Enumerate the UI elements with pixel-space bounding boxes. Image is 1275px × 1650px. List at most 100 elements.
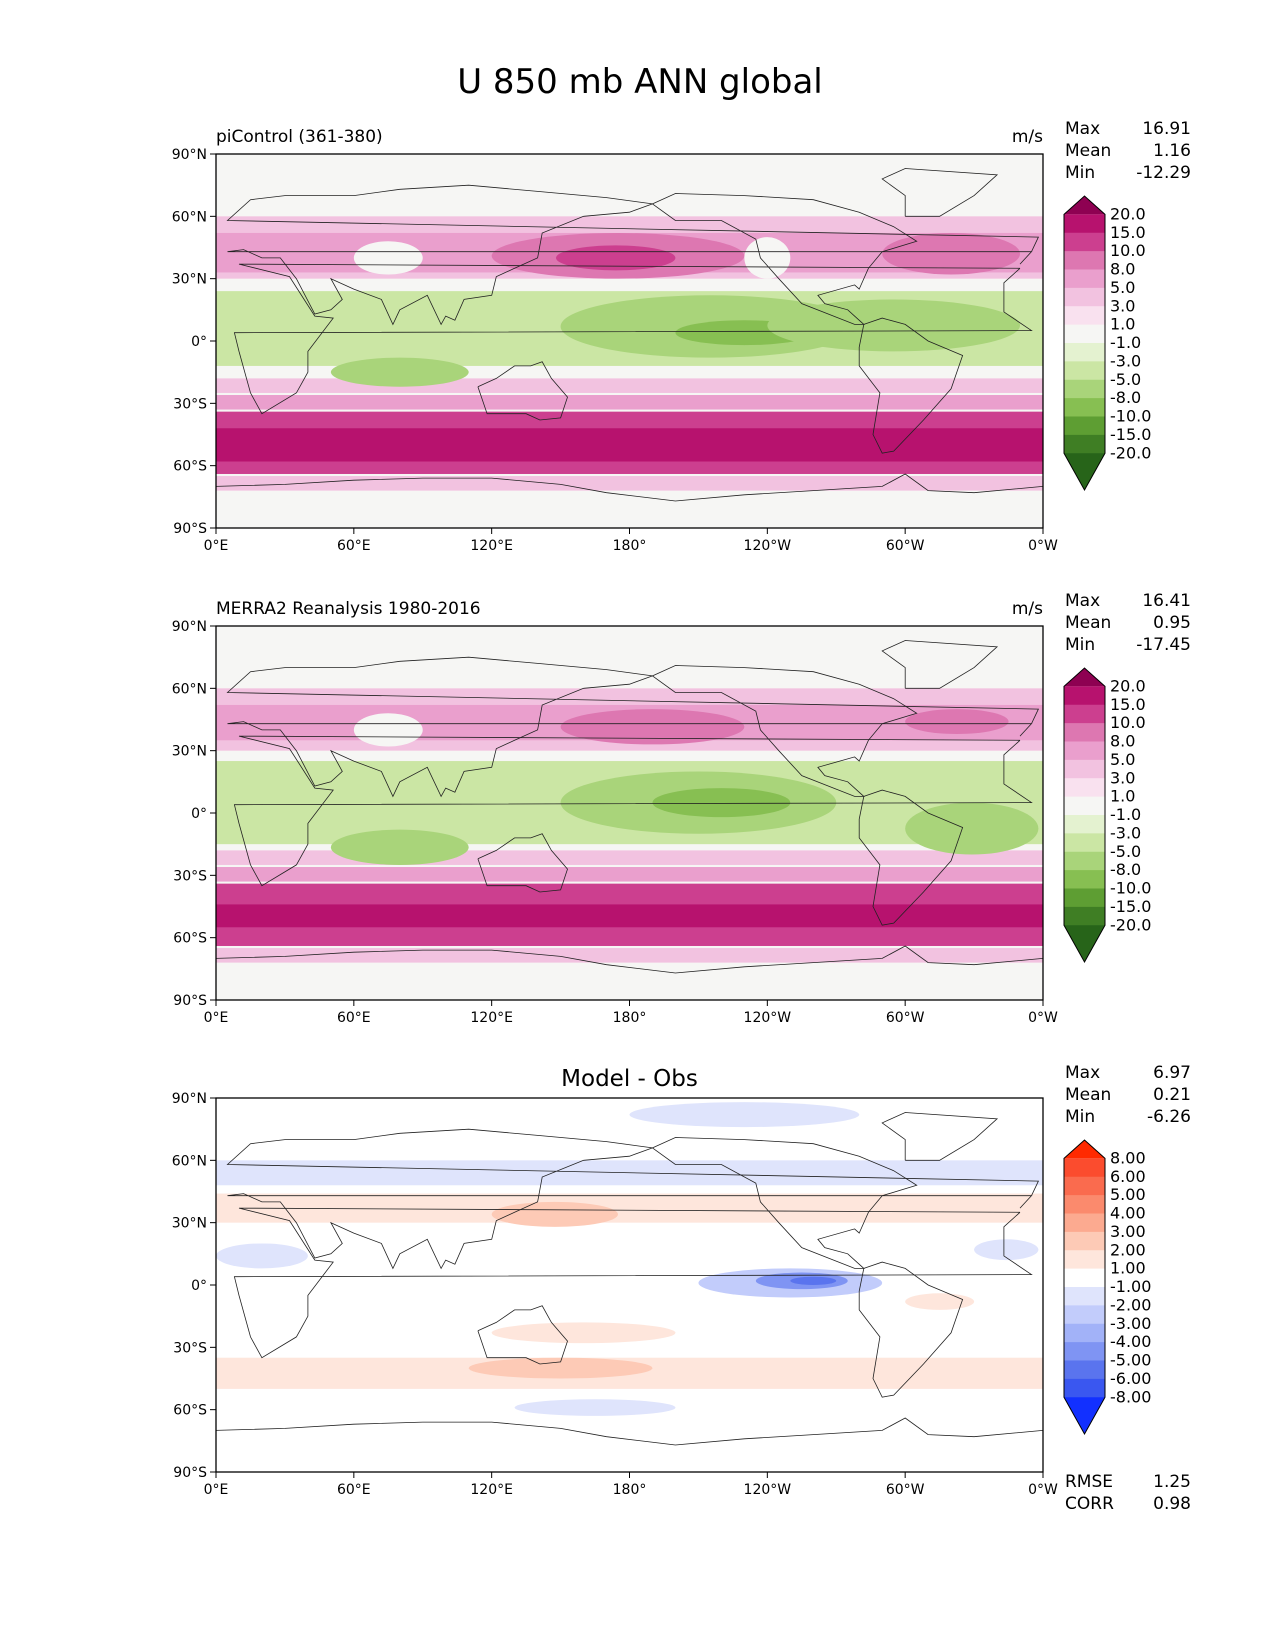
field-blob: [629, 1102, 860, 1128]
colorbar-swatch: [1064, 1305, 1105, 1325]
colorbar-swatch: [1064, 759, 1105, 779]
map-field: [216, 154, 1043, 528]
colorbar-level-label: -6.00: [1110, 1369, 1151, 1388]
stat-label: Mean: [1065, 141, 1111, 161]
coastline: [477, 833, 568, 893]
colorbar-outline: [1063, 195, 1106, 492]
colorbar-swatch: [1064, 287, 1105, 307]
coastline: [881, 1112, 999, 1161]
colorbar-level-label: -8.0: [1110, 860, 1141, 879]
colorbar-swatch: [1064, 251, 1105, 270]
colorbar-level-label: -10.0: [1110, 407, 1151, 426]
map-field: [216, 626, 1043, 1000]
stat-value: -12.29: [1136, 163, 1191, 183]
panel-units: m/s: [1012, 599, 1043, 619]
field-blob: [514, 1399, 676, 1416]
lon-tick-label: 0°E: [204, 538, 229, 554]
colorbar-swatch: [1064, 379, 1105, 399]
colorbar-level-label: -20.0: [1110, 443, 1151, 462]
lon-tick-label: 120°W: [744, 1010, 792, 1026]
stat-label: Max: [1065, 119, 1100, 139]
lat-tick-label: 0°: [191, 1278, 207, 1294]
colorbar-level-label: -3.0: [1110, 823, 1141, 842]
panel-model: piControl (361-380) m/s 90°N 60°N 30°N 0° 30°S…: [172, 119, 1191, 554]
colorbar-swatch: [1064, 815, 1105, 834]
lat-tick-label: 90°N: [172, 619, 207, 635]
colorbar: 8.006.005.004.003.002.001.00-1.00-2.00-3…: [1063, 1139, 1151, 1436]
colorbar-swatch: [1064, 232, 1105, 252]
field-blob: [905, 709, 1009, 735]
colorbar-swatch: [1064, 1342, 1105, 1361]
colorbar-level-label: -1.00: [1110, 1277, 1151, 1296]
panel-diff: Model - Obs 90°N 60°N 30°N 0° 30°S 60°S 90°S0°E…: [172, 1063, 1191, 1514]
lon-tick-label: 120°W: [744, 1482, 792, 1498]
colorbar-extend-bottom: [1064, 925, 1105, 962]
colorbar-level-label: 20.0: [1110, 204, 1146, 223]
coastline: [858, 789, 964, 926]
colorbar: 20.015.010.08.05.03.01.0-1.0-3.0-5.0-8.0…: [1063, 195, 1151, 492]
lat-tick-label: 30°S: [173, 396, 207, 412]
colorbar-level-label: -1.0: [1110, 333, 1141, 352]
field-blob: [353, 241, 423, 275]
colorbar-level-label: 5.00: [1110, 1185, 1146, 1204]
field-blob: [790, 1276, 837, 1286]
colorbar-level-label: 10.0: [1110, 241, 1146, 260]
stat-label: Min: [1065, 1107, 1095, 1127]
field-band: [216, 867, 1043, 882]
lat-tick-label: 30°S: [173, 868, 207, 884]
colorbar-level-label: 8.00: [1110, 1148, 1146, 1167]
field-band: [216, 904, 1043, 928]
colorbar-level-label: 20.0: [1110, 676, 1146, 695]
colorbar-level-label: 6.00: [1110, 1167, 1146, 1186]
map-field: [216, 1098, 1043, 1472]
coastline: [858, 317, 964, 454]
lon-tick-label: 60°E: [337, 1010, 371, 1026]
stat-value: -17.45: [1136, 635, 1191, 655]
colorbar-level-label: -8.0: [1110, 388, 1141, 407]
coastline: [226, 656, 1040, 798]
colorbar-swatch: [1064, 796, 1105, 816]
panel-obs: MERRA2 Reanalysis 1980-2016 m/s 90°N 60°N 30…: [172, 591, 1191, 1026]
colorbar-swatch: [1064, 778, 1105, 798]
stat-label: Mean: [1065, 613, 1111, 633]
colorbar-level-label: 1.00: [1110, 1259, 1146, 1278]
extra-stat-label: CORR: [1065, 1494, 1114, 1514]
panel-label: MERRA2 Reanalysis 1980-2016: [216, 599, 481, 619]
coastline: [226, 184, 1040, 326]
colorbar-level-label: -20.0: [1110, 915, 1151, 934]
stat-value: 16.91: [1142, 119, 1191, 139]
coastline: [858, 1261, 964, 1398]
colorbar-swatch: [1064, 1268, 1105, 1288]
colorbar-swatch: [1064, 1287, 1105, 1306]
colorbar-swatch: [1064, 434, 1105, 454]
field-band: [216, 476, 1043, 491]
colorbar-swatch: [1064, 906, 1105, 926]
stat-value: 16.41: [1142, 591, 1191, 611]
stat-label: Max: [1065, 591, 1100, 611]
lat-tick-label: 90°S: [173, 993, 207, 1009]
colorbar-level-label: -2.00: [1110, 1295, 1151, 1314]
colorbar-swatch: [1064, 1213, 1105, 1233]
coastline: [216, 473, 1043, 502]
colorbar-swatch: [1064, 1323, 1105, 1343]
field-blob: [468, 1357, 653, 1379]
stat-label: Min: [1065, 163, 1095, 183]
lon-tick-label: 0°W: [1028, 1482, 1058, 1498]
colorbar-swatch: [1064, 1176, 1105, 1196]
colorbar-swatch: [1064, 343, 1105, 362]
colorbar-level-label: -10.0: [1110, 879, 1151, 898]
colorbar-level-label: -5.0: [1110, 370, 1141, 389]
colorbar-extend-bottom: [1064, 1397, 1105, 1434]
lon-tick-label: 180°: [613, 538, 647, 554]
colorbar-level-label: -5.00: [1110, 1351, 1151, 1370]
coastline: [477, 361, 568, 421]
colorbar-level-label: 8.0: [1110, 732, 1135, 751]
field-blob: [744, 237, 791, 279]
colorbar-level-label: 3.00: [1110, 1222, 1146, 1241]
field-band: [216, 428, 1043, 462]
colorbar-level-label: 2.00: [1110, 1240, 1146, 1259]
colorbar-outline: [1063, 667, 1106, 964]
lat-tick-label: 60°S: [173, 459, 207, 475]
field-band: [216, 378, 1043, 393]
colorbar-swatch: [1064, 741, 1105, 761]
